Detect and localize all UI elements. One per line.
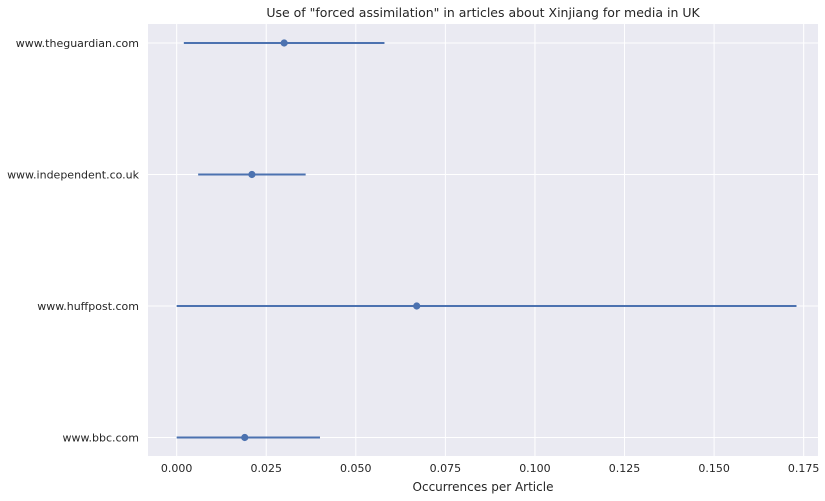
- y-tick-label: www.bbc.com: [63, 432, 139, 445]
- y-tick-label: www.huffpost.com: [37, 300, 139, 313]
- data-point: [248, 170, 256, 179]
- x-tick-label: 0.075: [430, 462, 462, 475]
- chart-title: Use of "forced assimilation" in articles…: [266, 5, 700, 20]
- x-axis-label: Occurrences per Article: [413, 480, 554, 494]
- x-tick-label: 0.150: [698, 462, 730, 475]
- y-tick-label: www.theguardian.com: [16, 37, 139, 50]
- plot-area: [148, 24, 818, 456]
- y-axis: www.theguardian.com www.independent.co.uk…: [7, 37, 140, 445]
- x-tick-label: 0.025: [250, 462, 282, 475]
- x-tick-label: 0.125: [609, 462, 641, 475]
- data-point: [241, 433, 249, 442]
- x-tick-label: 0.000: [161, 462, 193, 475]
- y-tick-label: www.independent.co.uk: [7, 169, 140, 182]
- x-tick-label: 0.050: [340, 462, 372, 475]
- x-axis: 0.000 0.025 0.050 0.075 0.100 0.125 0.150 0.175: [161, 462, 820, 475]
- data-point: [280, 39, 288, 47]
- x-tick-label: 0.175: [788, 462, 820, 475]
- data-point: [413, 302, 421, 310]
- series-marks: [176, 39, 797, 442]
- x-tick-label: 0.100: [519, 462, 551, 475]
